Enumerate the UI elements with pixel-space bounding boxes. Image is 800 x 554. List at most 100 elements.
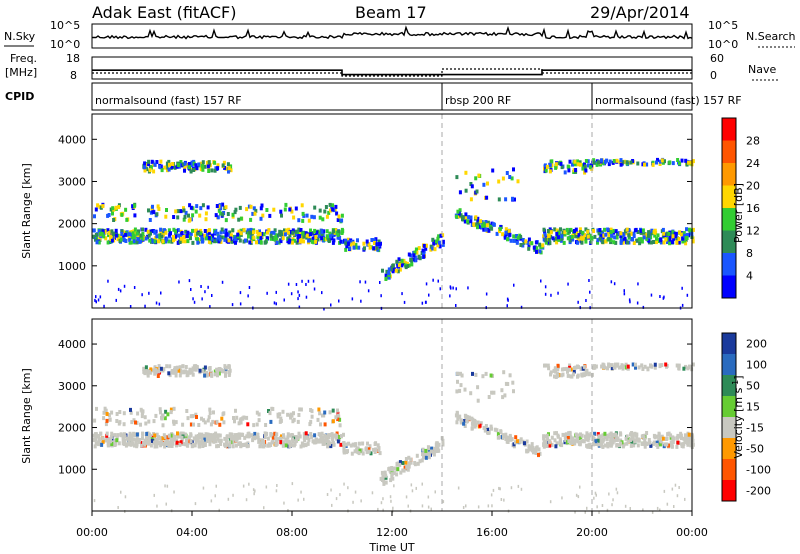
heatmap-cell (396, 467, 400, 472)
heatmap-cell (527, 237, 531, 242)
heatmap-cell (421, 504, 424, 508)
heatmap-cell (127, 439, 131, 444)
heatmap-cell (93, 418, 97, 423)
heatmap-cell (168, 440, 172, 445)
heatmap-cell (387, 275, 391, 280)
heatmap-cell (129, 407, 132, 412)
heatmap-cell (417, 246, 421, 251)
heatmap-cell (532, 245, 536, 250)
heatmap-cell (231, 444, 235, 449)
noise-tick-low-right: 10^0 (708, 38, 738, 51)
heatmap-cell (226, 162, 230, 167)
heatmap-cell (96, 203, 100, 208)
heatmap-cell (427, 455, 431, 460)
heatmap-cell (610, 280, 613, 284)
heatmap-cell (188, 370, 192, 375)
heatmap-cell (584, 372, 588, 377)
heatmap-cell (578, 227, 582, 232)
heatmap-cell (207, 235, 211, 240)
heatmap-cell (150, 438, 154, 443)
heatmap-cell (224, 365, 228, 370)
x-tick-label: 08:00 (276, 526, 308, 539)
heatmap-cell (211, 233, 215, 238)
heatmap-cell (606, 227, 610, 232)
heatmap-cell (678, 486, 680, 489)
heatmap-cell (247, 234, 250, 239)
heatmap-cell (215, 239, 219, 244)
heatmap-cell (313, 205, 317, 210)
heatmap-cell (658, 435, 662, 440)
heatmap-cell (474, 215, 478, 220)
colorbar-tick-label: 8 (746, 247, 753, 260)
heatmap-cell (546, 363, 550, 368)
heatmap-cell (122, 432, 126, 437)
colorbar-frame (721, 117, 737, 299)
heatmap-cell (210, 237, 214, 241)
heatmap-cell (201, 160, 205, 165)
heatmap-cell (421, 482, 423, 486)
heatmap-cell (268, 411, 272, 416)
heatmap-cell (239, 216, 243, 221)
heatmap-cell (119, 234, 123, 239)
heatmap-cell (136, 411, 140, 416)
heatmap-cell (117, 441, 121, 446)
heatmap-cell (275, 489, 278, 493)
heatmap-cell (224, 370, 227, 375)
heatmap-cell (384, 473, 388, 478)
heatmap-cell (176, 431, 179, 436)
heatmap-cell (179, 209, 183, 214)
heatmap-cell (675, 236, 679, 241)
heatmap-cell (322, 413, 326, 418)
heatmap-cell (547, 229, 550, 233)
heatmap-cell (152, 169, 156, 174)
heatmap-cell (165, 502, 167, 506)
heatmap-cell (342, 445, 346, 450)
heatmap-cell (135, 231, 139, 236)
heatmap-cell (153, 230, 157, 235)
heatmap-cell (413, 258, 417, 263)
heatmap-cell (456, 379, 459, 384)
heatmap-cell (100, 231, 104, 236)
heatmap-cell (120, 232, 124, 236)
heatmap-cell (540, 279, 542, 283)
heatmap-cell (557, 237, 561, 242)
heatmap-cell (477, 173, 481, 178)
heatmap-cell (254, 489, 256, 493)
heatmap-cell (283, 232, 287, 237)
nave-tick-low: 0 (710, 69, 717, 82)
heatmap-cell (231, 303, 234, 307)
heatmap-cell (676, 440, 680, 445)
heatmap-cell (321, 441, 325, 446)
heatmap-cell (269, 233, 273, 238)
heatmap-cell (202, 418, 206, 423)
heatmap-cell (169, 407, 173, 412)
heatmap-cell (549, 230, 553, 235)
heatmap-cell (221, 412, 225, 417)
heatmap-cell (165, 364, 169, 369)
heatmap-cell (104, 236, 108, 241)
heatmap-cell (683, 238, 686, 243)
heatmap-cell (299, 407, 303, 412)
heatmap-cell (144, 227, 148, 232)
heatmap-cell (579, 432, 582, 437)
heatmap-cell (555, 240, 559, 245)
heatmap-cell (675, 444, 679, 449)
heatmap-cell (224, 373, 227, 378)
heatmap-cell (545, 433, 549, 438)
heatmap-cell (320, 232, 324, 237)
heatmap-cell (637, 365, 641, 370)
heatmap-cell (210, 499, 213, 503)
heatmap-cell (629, 443, 633, 448)
heatmap-cell (214, 439, 218, 444)
heatmap-cell (199, 161, 203, 166)
heatmap-cell (390, 499, 392, 503)
heatmap-cell (142, 366, 146, 371)
heatmap-cell (259, 216, 263, 221)
heatmap-cell (356, 446, 360, 451)
heatmap-cell (486, 220, 490, 225)
heatmap-cell (205, 433, 209, 438)
heatmap-cell (97, 240, 101, 245)
heatmap-cell (309, 228, 312, 233)
heatmap-cell (268, 213, 272, 218)
